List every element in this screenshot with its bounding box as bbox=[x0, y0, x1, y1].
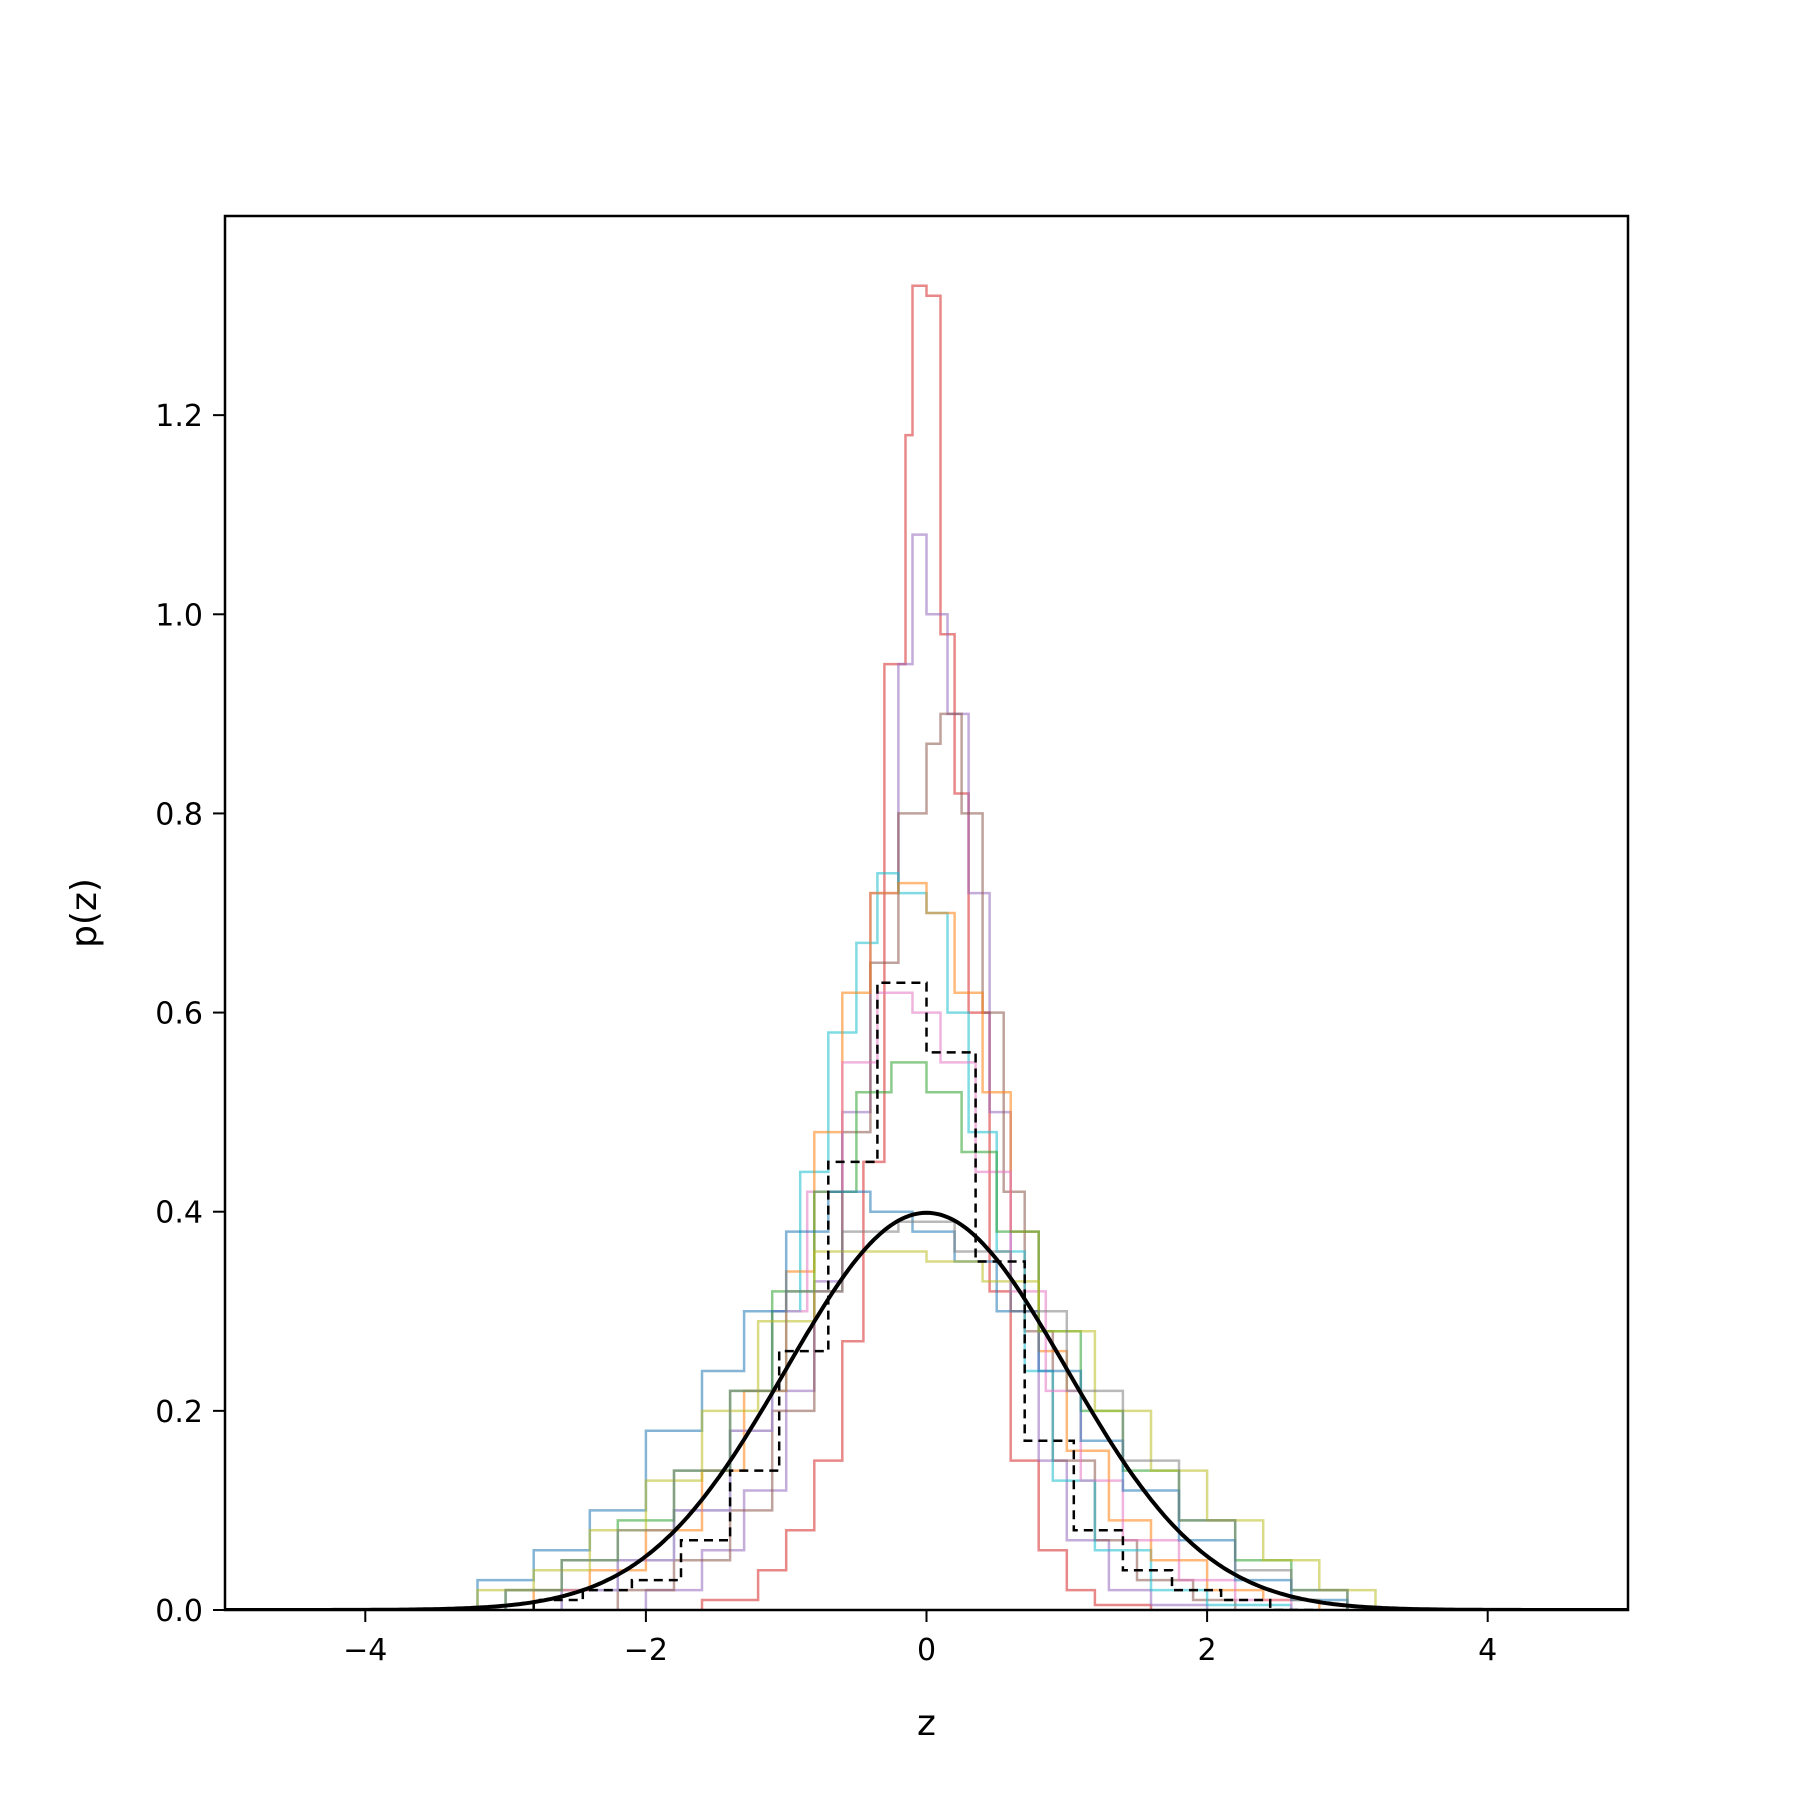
y-axis-ticks: 0.0 0.2 0.4 0.6 0.8 1.0 1.2 bbox=[155, 399, 225, 1629]
y-tick-label: 1.0 bbox=[155, 598, 203, 633]
x-tick-label: −2 bbox=[624, 1633, 668, 1668]
histogram-series-6 bbox=[560, 991, 1293, 1610]
reference-gaussian-curve bbox=[225, 1210, 1628, 1610]
histogram-series-9 bbox=[476, 1250, 1377, 1610]
y-tick-label: 0.4 bbox=[155, 1196, 203, 1231]
dashed-histogram bbox=[532, 981, 1320, 1610]
x-tick-label: −4 bbox=[343, 1633, 387, 1668]
x-axis-ticks: −4 −2 0 2 4 bbox=[343, 1610, 1497, 1668]
histogram-series-1 bbox=[700, 284, 1153, 1610]
histogram-series-10 bbox=[504, 1220, 1349, 1610]
y-axis-label: p(z) bbox=[64, 878, 105, 948]
y-tick-label: 0.2 bbox=[155, 1395, 203, 1430]
reference-curve-group bbox=[225, 1210, 1628, 1610]
y-tick-label: 0.8 bbox=[155, 797, 203, 832]
x-axis-label: z bbox=[917, 1703, 936, 1744]
y-tick-label: 1.2 bbox=[155, 399, 203, 434]
y-tick-label: 0.0 bbox=[155, 1594, 203, 1629]
y-tick-label: 0.6 bbox=[155, 997, 203, 1032]
histogram-series-2 bbox=[644, 533, 1209, 1610]
x-tick-label: 0 bbox=[917, 1633, 936, 1668]
x-tick-label: 4 bbox=[1478, 1633, 1497, 1668]
dashed-histogram-group bbox=[532, 981, 1320, 1610]
x-tick-label: 2 bbox=[1198, 1633, 1217, 1668]
